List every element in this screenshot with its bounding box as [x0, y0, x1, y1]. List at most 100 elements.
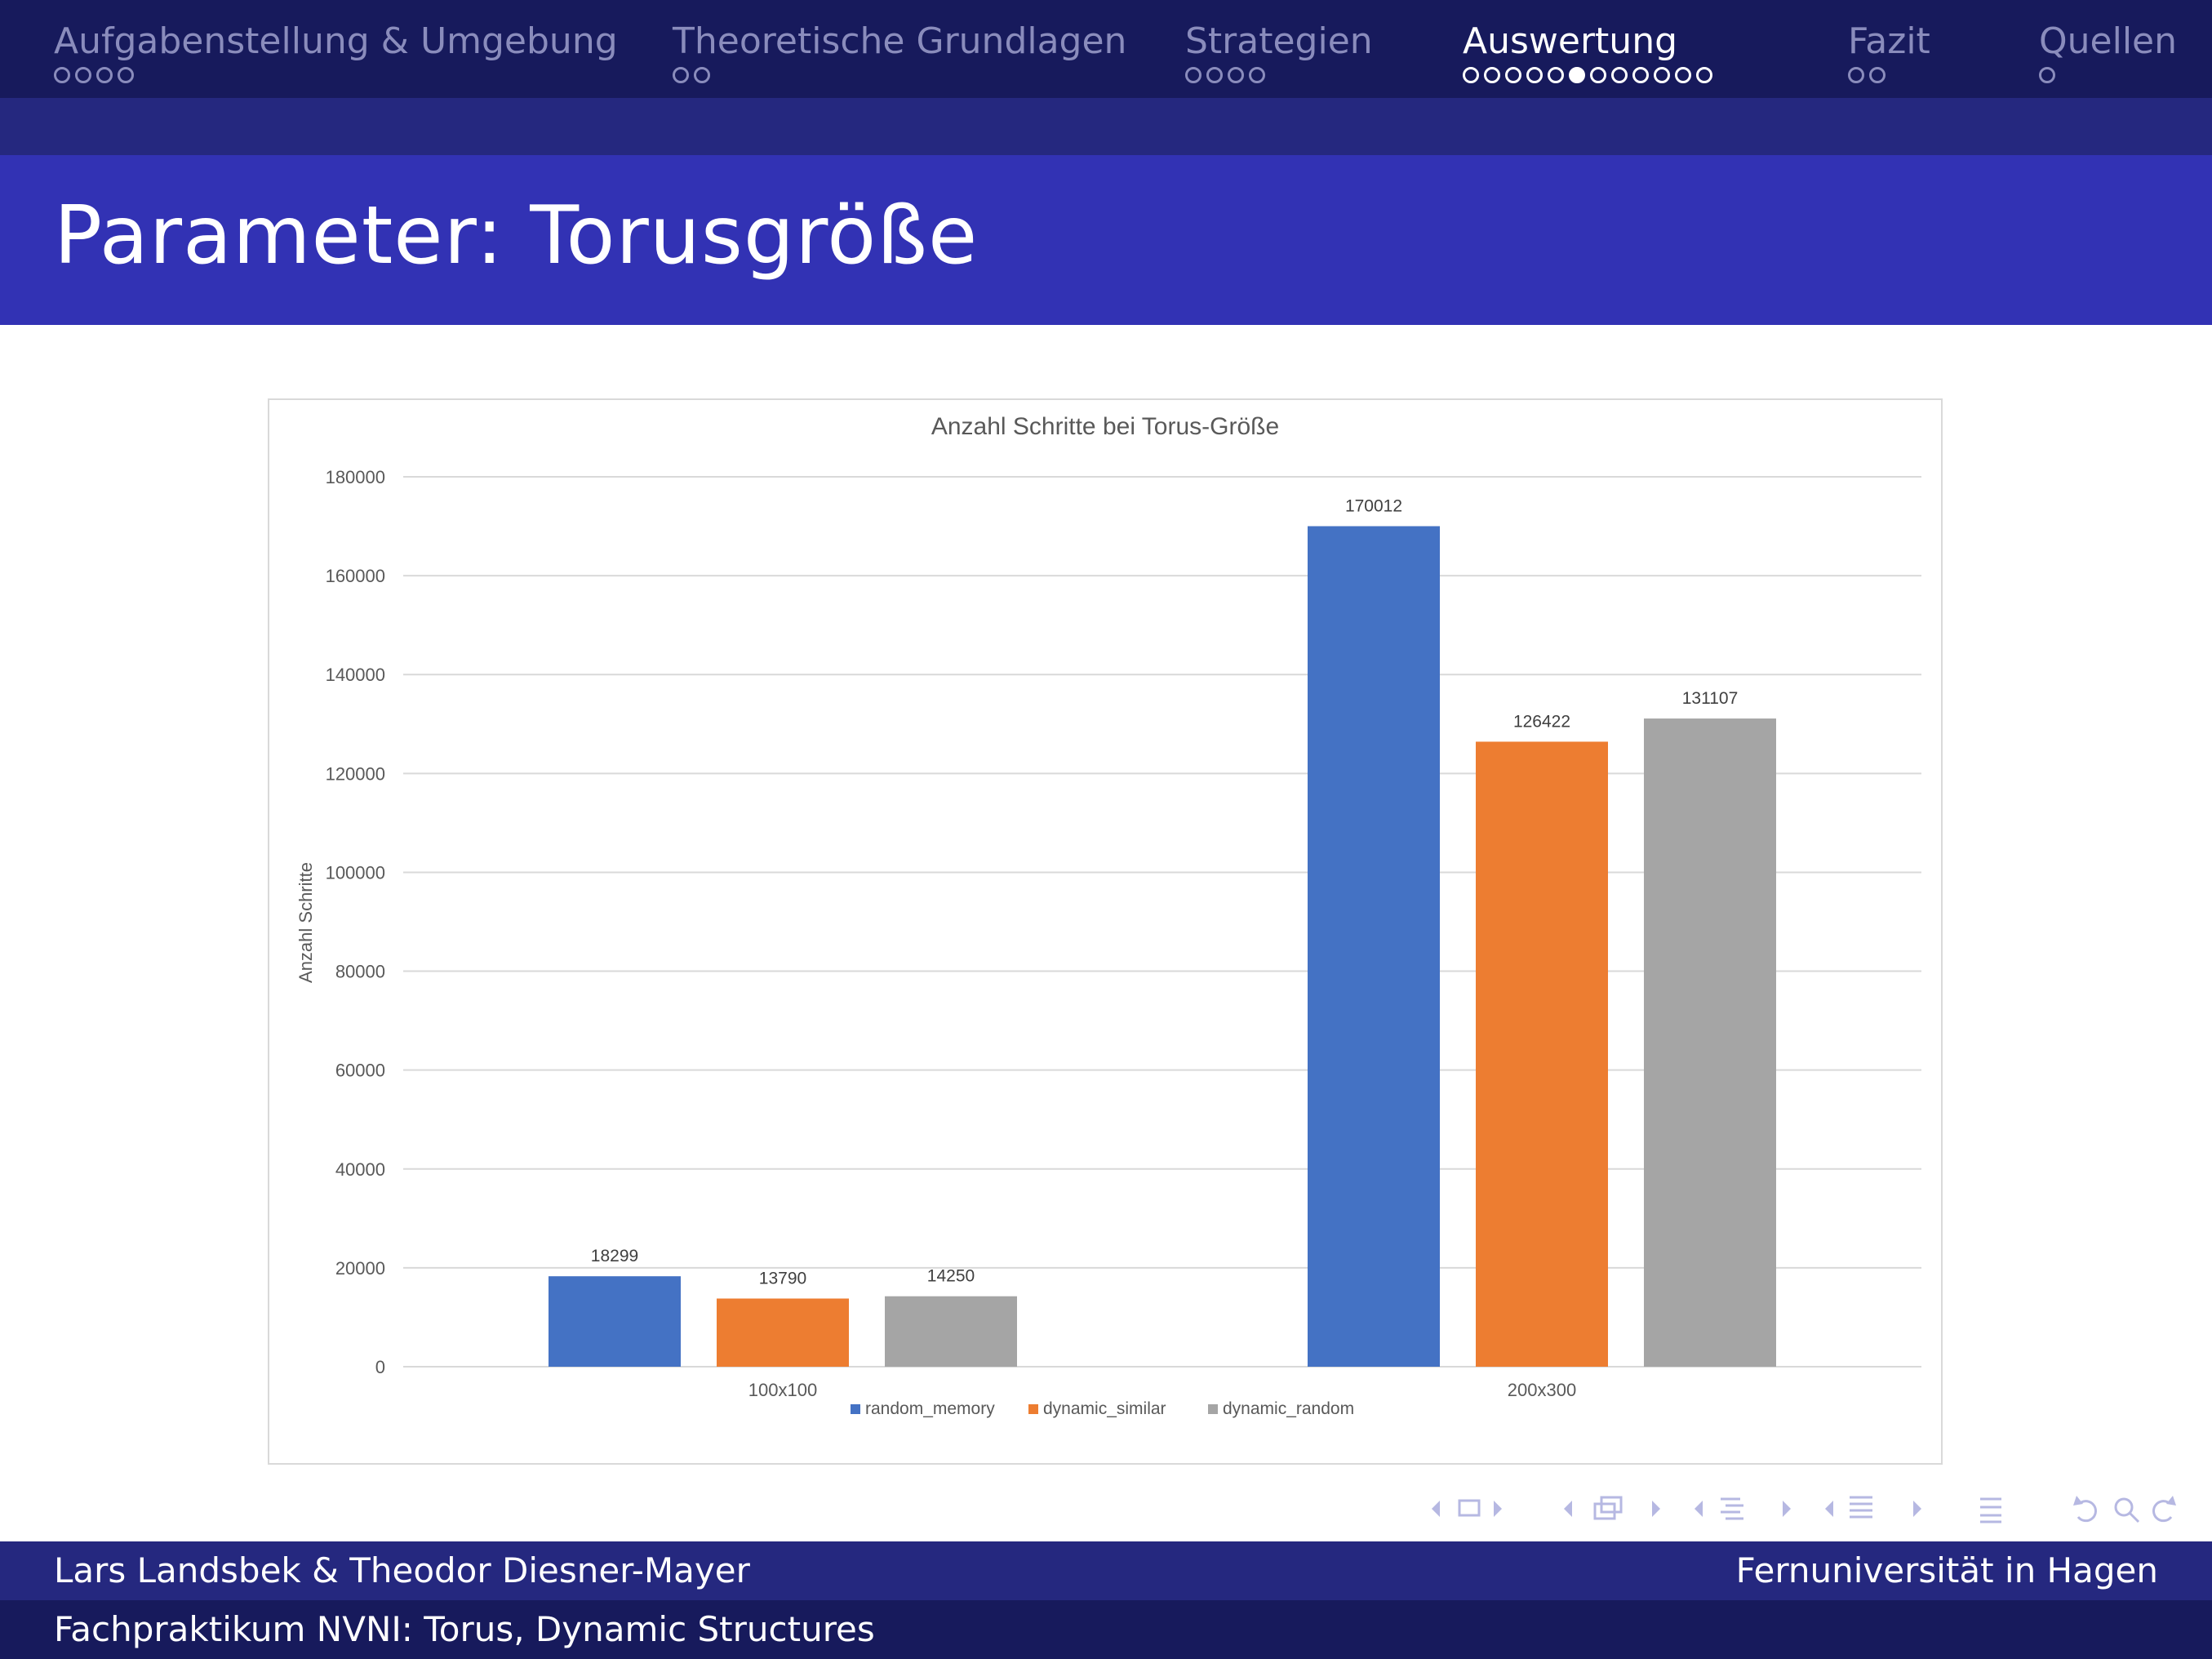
- legend-item-dynamic_random: dynamic_random: [1208, 1399, 1354, 1418]
- arrow-left-icon[interactable]: [1825, 1501, 1833, 1517]
- y-tick-label: 180000: [326, 467, 385, 487]
- data-label: 14250: [927, 1267, 975, 1286]
- data-label: 170012: [1345, 496, 1402, 515]
- subsection-dot[interactable]: [1869, 67, 1886, 83]
- arrow-right-icon[interactable]: [1494, 1501, 1502, 1517]
- nav-section-quellen[interactable]: Quellen: [2039, 18, 2177, 83]
- legend-item-random_memory: random_memory: [851, 1399, 995, 1418]
- y-tick-label: 140000: [326, 665, 385, 685]
- subsection-dots: [673, 67, 1126, 83]
- arrow-right-icon[interactable]: [1783, 1501, 1791, 1517]
- appendix-icon[interactable]: [1980, 1497, 2001, 1523]
- nav-section-auswertung[interactable]: Auswertung: [1463, 18, 1712, 83]
- subsection-dot[interactable]: [1632, 67, 1649, 83]
- chart-title: Anzahl Schritte bei Torus-Größe: [931, 413, 1279, 440]
- subsection-dot[interactable]: [1696, 67, 1712, 83]
- data-label: 13790: [759, 1269, 806, 1288]
- subsection-dot[interactable]: [1590, 67, 1606, 83]
- section-nav[interactable]: [1695, 1497, 1791, 1520]
- subsection-dot[interactable]: [694, 67, 710, 83]
- footer-authors: Lars Landsbek & Theodor Diesner-Mayer: [54, 1550, 750, 1590]
- subsection-dot[interactable]: [2039, 67, 2055, 83]
- presentation-icon[interactable]: [1850, 1496, 1872, 1519]
- footer-institution: Fernuniversität in Hagen: [1735, 1550, 2158, 1590]
- nav-section-grundlagen[interactable]: Theoretische Grundlagen: [673, 18, 1126, 83]
- subsection-dot[interactable]: [54, 67, 70, 83]
- x-category-label: 200x300: [1508, 1380, 1576, 1400]
- subsection-dot[interactable]: [96, 67, 113, 83]
- legend-swatch: [1028, 1404, 1038, 1414]
- subsection-dots: [2039, 67, 2177, 83]
- subsection-dot[interactable]: [1185, 67, 1201, 83]
- frame-nav[interactable]: [1432, 1499, 1502, 1517]
- arrow-right-icon[interactable]: [1913, 1501, 1921, 1517]
- subsection-bar: [0, 98, 2212, 155]
- y-tick-label: 40000: [335, 1159, 385, 1180]
- section-icon[interactable]: [1721, 1497, 1743, 1520]
- y-axis-title: Anzahl Schritte: [295, 862, 316, 983]
- bar-random_memory-100x100: [549, 1276, 681, 1367]
- frame-icon[interactable]: [1458, 1499, 1481, 1517]
- subsection-dot[interactable]: [1848, 67, 1864, 83]
- legend-label: random_memory: [865, 1399, 995, 1418]
- subsection-dot[interactable]: [1548, 67, 1564, 83]
- search-icon[interactable]: [2114, 1497, 2140, 1523]
- subsection-dots: [1848, 67, 1930, 83]
- footer-course: Fachpraktikum NVNI: Torus, Dynamic Struc…: [54, 1609, 875, 1649]
- subsection-dot-current[interactable]: [1569, 67, 1585, 83]
- subsection-dot[interactable]: [1526, 67, 1543, 83]
- legend-swatch: [851, 1404, 860, 1414]
- nav-section-title[interactable]: Aufgabenstellung & Umgebung: [54, 20, 618, 62]
- bar-dynamic_random-200x300: [1644, 718, 1776, 1367]
- frame-title-bar: Parameter: Torusgröße: [0, 155, 2212, 325]
- x-category-label: 100x100: [748, 1380, 817, 1400]
- subsection-dot[interactable]: [1654, 67, 1670, 83]
- nav-section-title[interactable]: Quellen: [2039, 20, 2177, 62]
- chart-legend: random_memory dynamic_similar dynamic_rand…: [851, 1399, 1354, 1418]
- subsection-dot[interactable]: [1505, 67, 1521, 83]
- legend-item-dynamic_similar: dynamic_similar: [1028, 1399, 1166, 1418]
- nav-section-title[interactable]: Auswertung: [1463, 20, 1678, 62]
- bar-random_memory-200x300: [1308, 526, 1440, 1367]
- nav-section-aufgabenstellung[interactable]: Aufgabenstellung & Umgebung: [54, 18, 618, 83]
- subsection-nav[interactable]: [1564, 1496, 1660, 1520]
- subsection-dot[interactable]: [1249, 67, 1265, 83]
- frame-title: Parameter: Torusgröße: [54, 189, 979, 282]
- subsection-dot[interactable]: [1484, 67, 1500, 83]
- subsection-dot[interactable]: [118, 67, 134, 83]
- bar-dynamic_random-100x100: [885, 1296, 1017, 1367]
- beamer-navigation-symbols: [1432, 1496, 2176, 1523]
- nav-section-fazit[interactable]: Fazit: [1848, 18, 1930, 83]
- subsection-dot[interactable]: [1228, 67, 1244, 83]
- legend-label: dynamic_random: [1223, 1399, 1354, 1418]
- subsection-dot[interactable]: [1463, 67, 1479, 83]
- subsection-dot[interactable]: [1611, 67, 1628, 83]
- subsection-dot[interactable]: [673, 67, 689, 83]
- subsection-dot[interactable]: [75, 67, 91, 83]
- y-tick-label: 0: [375, 1357, 385, 1377]
- chart-container: 0 20000 40000 60000 80000 100000 120000 140000 1…: [268, 398, 1943, 1465]
- footer-author-bar: Lars Landsbek & Theodor Diesner-Mayer Fe…: [0, 1541, 2212, 1600]
- presentation-nav[interactable]: [1825, 1496, 1921, 1519]
- arrow-left-icon[interactable]: [1432, 1501, 1440, 1517]
- section-navigation: Aufgabenstellung & Umgebung Theoretische…: [0, 0, 2212, 98]
- subsection-dot[interactable]: [1206, 67, 1223, 83]
- subsection-dots: [1463, 67, 1712, 83]
- arrow-left-icon[interactable]: [1564, 1501, 1572, 1517]
- forward-icon[interactable]: [2152, 1496, 2176, 1523]
- bar-dynamic_similar-100x100: [717, 1298, 849, 1367]
- subsection-dots: [54, 67, 618, 83]
- y-tick-label: 120000: [326, 763, 385, 784]
- nav-section-title[interactable]: Strategien: [1185, 20, 1373, 62]
- nav-section-strategien[interactable]: Strategien: [1185, 18, 1373, 83]
- back-icon[interactable]: [2073, 1496, 2097, 1523]
- subsection-dot[interactable]: [1675, 67, 1691, 83]
- y-tick-label: 20000: [335, 1258, 385, 1279]
- subsection-dots: [1185, 67, 1373, 83]
- arrow-right-icon[interactable]: [1652, 1501, 1660, 1517]
- arrow-left-icon[interactable]: [1695, 1501, 1703, 1517]
- nav-section-title[interactable]: Fazit: [1848, 20, 1930, 62]
- y-tick-label: 60000: [335, 1061, 385, 1081]
- nav-section-title[interactable]: Theoretische Grundlagen: [673, 20, 1127, 62]
- y-tick-label: 100000: [326, 862, 385, 883]
